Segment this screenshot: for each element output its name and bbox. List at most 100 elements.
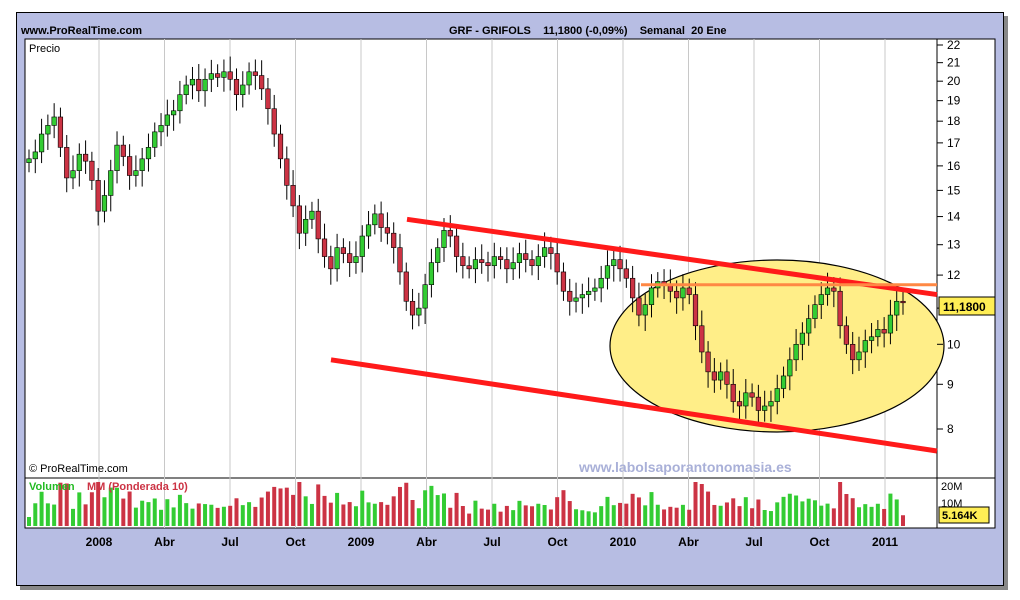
y-tick-label: 21 <box>947 56 961 70</box>
volume-bar <box>247 502 252 526</box>
volume-bar <box>454 492 459 526</box>
candle-body <box>120 144 126 157</box>
y-tick-label: 15 <box>947 183 961 197</box>
candle-body <box>900 300 906 304</box>
volume-bar <box>750 508 755 526</box>
candle-body <box>592 287 598 292</box>
volume-bar <box>397 486 402 526</box>
volume-bar <box>127 491 132 526</box>
chart-frame: 22212019181716151413121110982008AbrJulOc… <box>16 12 1004 586</box>
volume-bar <box>812 500 817 526</box>
x-tick-label: 2010 <box>610 535 637 549</box>
candle-body <box>560 271 567 292</box>
volume-bar <box>492 503 497 526</box>
volume-bar <box>291 494 296 526</box>
x-tick-label: 2011 <box>872 535 898 549</box>
candle-body <box>108 170 114 196</box>
volume-bar <box>121 498 126 526</box>
candle-body <box>57 116 64 148</box>
volume-bar <box>894 499 899 526</box>
candle-body <box>391 232 397 248</box>
candle-body <box>252 71 258 76</box>
volume-bar <box>89 492 94 526</box>
candle-body <box>799 332 805 345</box>
x-tick-label: Oct <box>285 535 305 549</box>
volume-bar <box>901 515 905 526</box>
y-tick-label: 22 <box>947 38 961 52</box>
volume-label: Volumen <box>29 481 75 493</box>
volume-bar <box>133 507 138 526</box>
candle-body <box>64 147 70 179</box>
volume-bar <box>806 498 811 526</box>
candle-body <box>705 351 711 373</box>
volume-bar <box>209 504 214 526</box>
volume-bar <box>190 508 195 526</box>
volume-bar <box>146 502 151 526</box>
candle-body <box>215 73 221 78</box>
volume-bar <box>668 506 673 526</box>
candle-body <box>485 262 491 267</box>
candle-body <box>812 304 818 319</box>
volume-bar <box>517 500 522 526</box>
volume-bar <box>498 511 503 526</box>
candle-body <box>89 160 95 181</box>
candle-body <box>51 116 57 126</box>
volume-bar <box>240 505 245 526</box>
candle-body <box>875 329 881 338</box>
volume-bar <box>328 502 333 526</box>
candle-body <box>630 277 636 299</box>
candle-body <box>328 256 334 270</box>
volume-bar <box>39 491 44 526</box>
volume-bar <box>33 503 38 526</box>
volume-bar <box>888 493 893 526</box>
candle-body <box>101 195 108 212</box>
volume-bar <box>856 507 861 526</box>
volume-bar <box>316 484 321 526</box>
volume-bar <box>592 512 597 526</box>
volume-bar <box>605 496 610 526</box>
candle-body <box>818 294 824 305</box>
volume-bar <box>794 495 799 526</box>
candle-body <box>648 287 655 305</box>
candle-body <box>409 300 416 316</box>
volume-bar <box>58 482 63 526</box>
y-tick-label: 17 <box>947 136 961 150</box>
volume-bar <box>706 491 711 526</box>
candle-body <box>145 147 152 160</box>
volume-bar <box>781 496 786 526</box>
volume-bar <box>309 503 314 526</box>
volume-bar <box>278 488 283 526</box>
volume-bar <box>561 490 566 526</box>
candle-body <box>787 359 793 377</box>
volume-bar <box>467 513 472 526</box>
candle-body <box>271 108 277 135</box>
volume-bar <box>850 498 855 526</box>
candle-body <box>780 375 787 389</box>
candle-body <box>611 259 617 267</box>
candle-body <box>208 73 214 80</box>
volume-bar <box>52 504 57 526</box>
volume-bar <box>64 483 69 526</box>
volume-bar <box>429 485 434 526</box>
volume-bar <box>693 482 698 526</box>
x-tick-label: 2008 <box>86 535 113 549</box>
volume-bar <box>875 503 880 526</box>
candle-body <box>724 371 730 385</box>
candle-body <box>718 371 724 381</box>
volume-bar <box>460 506 465 526</box>
x-tick-label: Abr <box>416 535 437 549</box>
candle-body <box>315 210 321 240</box>
volume-bar <box>530 506 535 526</box>
candle-body <box>554 253 560 273</box>
volume-bar <box>253 506 258 526</box>
volume-bar <box>171 507 176 526</box>
volume-bar <box>297 482 302 526</box>
volume-bar <box>96 482 101 526</box>
y-tick-label: 10 <box>947 337 961 351</box>
lower-channel-line <box>330 357 938 454</box>
volume-bar <box>825 503 830 526</box>
candle-body <box>636 297 642 316</box>
volume-bar <box>882 508 887 526</box>
candle-body <box>32 151 38 160</box>
candle-body <box>70 170 76 179</box>
